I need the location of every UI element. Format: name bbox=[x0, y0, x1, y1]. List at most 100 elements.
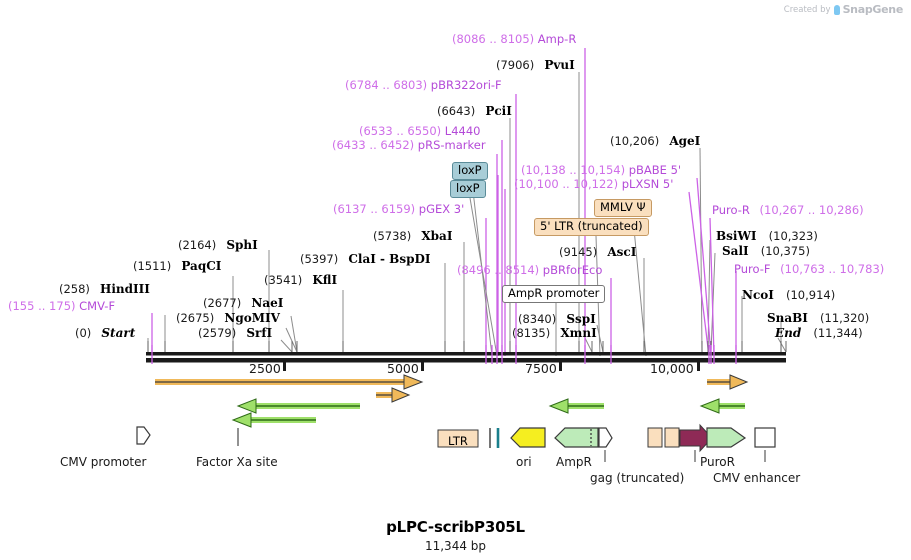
enzyme-name: PaqCI bbox=[181, 259, 222, 273]
primer-arrow-rev-1 bbox=[236, 398, 360, 414]
enzyme-name: XmnI bbox=[560, 326, 597, 340]
primer-range: (6533 .. 6550) bbox=[359, 124, 442, 138]
boxed-label-loxp-1[interactable]: loxP bbox=[452, 162, 488, 181]
primer-name: Amp-R bbox=[537, 32, 577, 46]
enzyme-label-kfli[interactable]: (3541) KflI bbox=[264, 271, 337, 287]
primer-arrow-short-2 bbox=[707, 374, 749, 390]
enzyme-position: (8135) bbox=[512, 326, 551, 340]
credit-brand: SnapGene bbox=[842, 3, 904, 16]
enzyme-position: (3541) bbox=[264, 273, 303, 287]
snapgene-logo-icon bbox=[833, 4, 840, 15]
primer-range: (10,267 .. 10,286) bbox=[759, 203, 864, 217]
enzyme-label-sspi[interactable]: (8340) SspI bbox=[518, 310, 596, 326]
enzyme-label-sali[interactable]: SalI (10,375) bbox=[722, 242, 810, 258]
primer-range: (8086 .. 8105) bbox=[452, 32, 535, 46]
primer-range: (10,763 .. 10,783) bbox=[780, 262, 885, 276]
enzyme-position: (10,375) bbox=[760, 244, 810, 258]
enzyme-name: NgoMIV bbox=[224, 311, 280, 325]
enzyme-label-xmni[interactable]: (8135) XmnI bbox=[512, 324, 597, 340]
primer-name: pGEX 3' bbox=[418, 202, 465, 216]
enzyme-name: Start bbox=[101, 326, 136, 340]
enzyme-label-paqci[interactable]: (1511) PaqCI bbox=[133, 257, 221, 273]
enzyme-label-ngomiv[interactable]: (2675) NgoMIV bbox=[176, 309, 280, 325]
legend-connector-ticks bbox=[604, 450, 766, 462]
primer-name: pBR322ori-F bbox=[430, 78, 502, 92]
primer-name: pBABE 5' bbox=[628, 163, 682, 177]
plasmid-backbone bbox=[146, 352, 786, 363]
legend-label-ampr[interactable]: AmpR bbox=[556, 455, 592, 469]
primer-name: L4440 bbox=[444, 124, 481, 138]
enzyme-name: ClaI - BspDI bbox=[348, 252, 431, 266]
enzyme-label-bsiwi[interactable]: BsiWI (10,323) bbox=[716, 227, 818, 243]
enzyme-label-naei[interactable]: (2677) NaeI bbox=[203, 294, 283, 310]
boxed-label-5-ltr-truncated[interactable]: 5' LTR (truncated) bbox=[534, 218, 649, 237]
feature-glyph-ltr bbox=[437, 429, 479, 448]
enzyme-label-xbai[interactable]: (5738) XbaI bbox=[373, 227, 452, 243]
enzyme-label-end[interactable]: End (11,344) bbox=[775, 324, 863, 340]
primer-label-prs-marker[interactable]: (6433 .. 6452) pRS-marker bbox=[332, 138, 486, 152]
boxed-label-ampr-promoter[interactable]: AmpR promoter bbox=[502, 285, 606, 304]
enzyme-position: (10,914) bbox=[786, 288, 836, 302]
primer-label-pbrforeco[interactable]: (8496 .. 8514) pBRforEco bbox=[457, 263, 603, 277]
backbone-primer-ticks bbox=[151, 345, 737, 364]
primer-label-puro-r[interactable]: Puro-R (10,267 .. 10,286) bbox=[712, 203, 864, 217]
primer-arrow-reverse-group bbox=[231, 398, 745, 428]
primer-name: Puro-R bbox=[712, 203, 750, 217]
enzyme-position: (7906) bbox=[496, 58, 535, 72]
snapgene-credit: Created by SnapGene bbox=[784, 3, 904, 16]
enzyme-position: (6643) bbox=[437, 104, 476, 118]
ruler-tick-10000: 10,000 bbox=[650, 361, 694, 376]
primer-name: pRS-marker bbox=[417, 138, 486, 152]
feature-glyph-ampr bbox=[554, 427, 599, 448]
legend-label-gag-truncated[interactable]: gag (truncated) bbox=[590, 471, 685, 485]
enzyme-label-asci[interactable]: (9145) AscI bbox=[559, 243, 636, 259]
primer-label-pgex-3[interactable]: (6137 .. 6159) pGEX 3' bbox=[333, 202, 465, 216]
legend-label-cmv-promoter[interactable]: CMV promoter bbox=[60, 455, 147, 469]
primer-label-plxsn-5[interactable]: (10,100 .. 10,122) pLXSN 5' bbox=[514, 177, 673, 191]
enzyme-name: PvuI bbox=[544, 58, 575, 72]
primer-range: (155 .. 175) bbox=[8, 299, 76, 313]
primer-label-cmv-f[interactable]: (155 .. 175) CMV-F bbox=[8, 299, 115, 313]
enzyme-label-pvui[interactable]: (7906) PvuI bbox=[496, 56, 575, 72]
boxed-label-loxp-2[interactable]: loxP bbox=[450, 180, 486, 199]
legend-label-factor-xa-site[interactable]: Factor Xa site bbox=[196, 455, 278, 469]
enzyme-name: SspI bbox=[566, 312, 596, 326]
primer-range: (10,100 .. 10,122) bbox=[514, 177, 619, 191]
enzyme-label-clai-bspdi[interactable]: (5397) ClaI - BspDI bbox=[300, 250, 431, 266]
legend-label-puror[interactable]: PuroR bbox=[700, 455, 735, 469]
boxed-label-mmlv-psi[interactable]: MMLV Ψ bbox=[594, 199, 652, 218]
primer-name: pBRforEco bbox=[542, 263, 603, 277]
feature-glyph-cmv-promoter bbox=[136, 426, 151, 445]
primer-arrow-cmvf bbox=[155, 374, 424, 390]
enzyme-label-pcii[interactable]: (6643) PciI bbox=[437, 102, 512, 118]
legend-label-ori[interactable]: ori bbox=[516, 455, 532, 469]
enzyme-name: AgeI bbox=[669, 134, 701, 148]
enzyme-position: (2579) bbox=[198, 326, 237, 340]
page-subtitle: 11,344 bp bbox=[424, 539, 487, 553]
primer-label-pbabe-5[interactable]: (10,138 .. 10,154) pBABE 5' bbox=[521, 163, 682, 177]
enzyme-label-snabi[interactable]: SnaBI (11,320) bbox=[767, 309, 869, 325]
enzyme-label-ncoi[interactable]: NcoI (10,914) bbox=[742, 286, 835, 302]
enzyme-position: (11,344) bbox=[813, 326, 863, 340]
enzyme-name: PciI bbox=[485, 104, 512, 118]
enzyme-label-start[interactable]: (0) Start bbox=[75, 324, 135, 340]
legend-label-cmv-enhancer[interactable]: CMV enhancer bbox=[713, 471, 801, 485]
enzyme-position: (0) bbox=[75, 326, 92, 340]
enzyme-name: SrfI bbox=[246, 326, 273, 340]
primer-label-puro-f[interactable]: Puro-F (10,763 .. 10,783) bbox=[734, 262, 885, 276]
enzyme-position: (2164) bbox=[178, 238, 217, 252]
enzyme-position: (11,320) bbox=[820, 311, 870, 325]
enzyme-label-agei[interactable]: (10,206) AgeI bbox=[610, 132, 700, 148]
enzyme-label-hindiii[interactable]: (258) HindIII bbox=[59, 280, 150, 296]
enzyme-name: XbaI bbox=[421, 229, 453, 243]
enzyme-label-sphi[interactable]: (2164) SphI bbox=[178, 236, 258, 252]
enzyme-label-srfi[interactable]: (2579) SrfI bbox=[198, 324, 272, 340]
primer-label-l4440[interactable]: (6533 .. 6550) L4440 bbox=[359, 124, 481, 138]
primer-label-amp-r[interactable]: (8086 .. 8105) Amp-R bbox=[452, 32, 577, 46]
primer-label-pbr322ori-f[interactable]: (6784 .. 6803) pBR322ori-F bbox=[345, 78, 502, 92]
legend-label-ltr[interactable]: LTR bbox=[448, 434, 468, 448]
enzyme-position: (10,206) bbox=[610, 134, 660, 148]
primer-arrow-forward-group bbox=[155, 374, 749, 403]
primer-range: (10,138 .. 10,154) bbox=[521, 163, 626, 177]
enzyme-name: KflI bbox=[312, 273, 338, 287]
